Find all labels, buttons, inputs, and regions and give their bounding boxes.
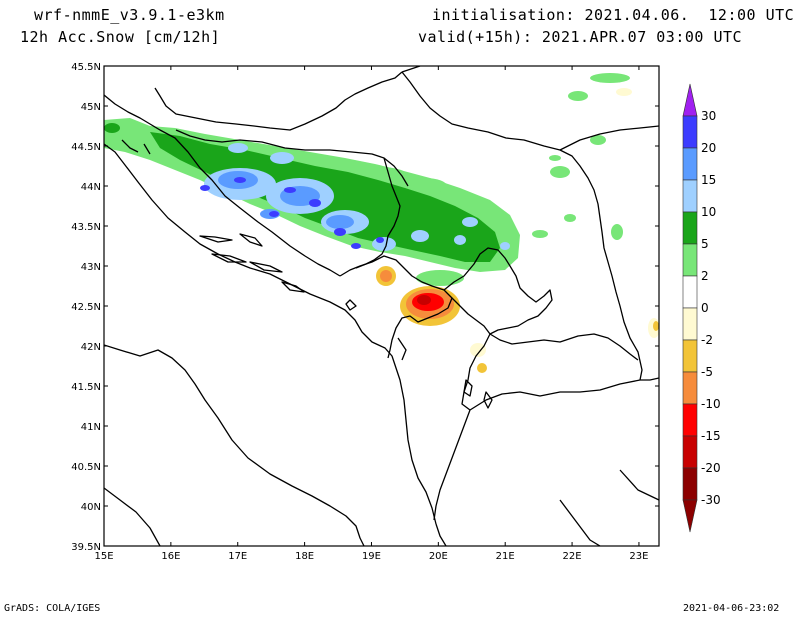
snow-field <box>104 73 659 373</box>
lat-tick-label: 44N <box>81 182 101 193</box>
colorbar-top-arrow <box>682 83 698 117</box>
init-time: initialisation: 2021.04.06. 12:00 UTC <box>432 6 795 24</box>
lat-tick-label: 43N <box>81 262 101 273</box>
lon-tick-label: 23E <box>629 551 648 562</box>
islands <box>199 233 305 293</box>
colorbar-segment <box>682 435 698 469</box>
drina-border <box>355 157 401 269</box>
lon-tick-label: 16E <box>161 551 180 562</box>
colorbar-segment <box>682 147 698 181</box>
lakes <box>345 299 493 409</box>
lon-tick-label: 17E <box>228 551 247 562</box>
colorbar-segment <box>682 339 698 373</box>
footer-credit: GrADS: COLA/IGES <box>4 603 101 614</box>
colorbar-label: 5 <box>701 237 709 251</box>
colorbar-segment <box>682 275 698 309</box>
lat-tick-label: 42N <box>81 342 101 353</box>
lat-tick-label: 40.5N <box>71 462 101 473</box>
colorbar-label: -2 <box>701 333 713 347</box>
lon-tick-label: 22E <box>563 551 582 562</box>
colorbar-label: 30 <box>701 109 716 123</box>
lat-tick-label: 40N <box>81 502 101 513</box>
hungary-border <box>154 71 403 131</box>
kosovo-border <box>443 247 553 335</box>
colorbar-label: -5 <box>701 365 713 379</box>
serbia-east-border <box>401 71 643 381</box>
colorbar-segment <box>682 403 698 437</box>
lat-tick-label: 41.5N <box>71 382 101 393</box>
coastlines-borders <box>104 66 659 546</box>
lon-tick-label: 18E <box>295 551 314 562</box>
lat-tick-label: 44.5N <box>71 142 101 153</box>
lat-tick-label: 39.5N <box>71 542 101 553</box>
colorbar-segment <box>682 179 698 213</box>
albania-kosovo-border <box>451 297 491 335</box>
adriatic-east-coast <box>104 143 437 525</box>
lon-tick-label: 19E <box>362 551 381 562</box>
albania-greece-border <box>433 409 471 521</box>
lat-axis: 45.5N 45N 44.5N 44N 43.5N 43N 42.5N 42N 41.5N 41N… <box>71 62 659 553</box>
model-title: wrf-nmmE_v3.9.1-e3km <box>34 6 225 24</box>
lon-tick-label: 21E <box>496 551 515 562</box>
colorbar-label: -30 <box>701 493 721 507</box>
colorbar-label: 20 <box>701 141 716 155</box>
lat-tick-label: 41N <box>81 422 101 433</box>
field-title: 12h Acc.Snow [cm/12h] <box>20 28 221 46</box>
colorbar-segment <box>682 243 698 277</box>
romania-hungary-border <box>401 66 421 73</box>
lon-tick-label: 20E <box>429 551 448 562</box>
colorbar-segment <box>682 211 698 245</box>
danube-border <box>559 125 659 151</box>
italy-coast <box>104 344 365 546</box>
colorbar-bottom-arrow <box>682 499 698 533</box>
colorbar-label: -20 <box>701 461 721 475</box>
valid-time: valid(+15h): 2021.APR.07 03:00 UTC <box>418 28 743 46</box>
greece-coast <box>435 469 659 546</box>
colorbar-label: -15 <box>701 429 721 443</box>
colorbar-segment <box>682 115 698 149</box>
bosnia-north-border <box>175 129 409 187</box>
north-macedonia-border <box>489 333 639 361</box>
colorbar-segment <box>682 307 698 341</box>
montenegro-border <box>339 255 453 359</box>
colorbar-label: 10 <box>701 205 716 219</box>
colorbar-segment <box>682 467 698 501</box>
lat-tick-label: 42.5N <box>71 302 101 313</box>
bulgaria-greece-border <box>640 377 659 381</box>
colorbar-segment <box>682 371 698 405</box>
snow-band-max <box>200 177 384 249</box>
colorbar-label: 2 <box>701 269 709 283</box>
footer-timestamp: 2021-04-06-23:02 <box>683 603 780 614</box>
colorbar-label: 0 <box>701 301 709 315</box>
croatia-border <box>104 94 341 277</box>
lon-axis: 15E 16E 17E 18E 19E 20E 21E 22E 23E <box>94 66 648 562</box>
lon-tick-label: 15E <box>94 551 113 562</box>
colorbar-label: 15 <box>701 173 716 187</box>
lat-tick-label: 43.5N <box>71 222 101 233</box>
lat-tick-label: 45N <box>81 102 101 113</box>
colorbar-label: -10 <box>701 397 721 411</box>
lat-tick-label: 45.5N <box>71 62 101 73</box>
